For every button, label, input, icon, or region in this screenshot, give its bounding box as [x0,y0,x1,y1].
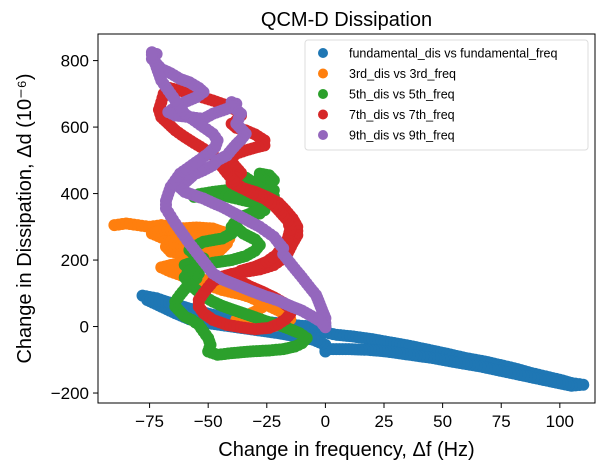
x-tick-label: 100 [546,412,574,431]
x-tick-label: 0 [321,412,330,431]
legend-item: 7th_dis vs 7th_freq [318,108,455,122]
legend-item: 5th_dis vs 5th_freq [318,88,455,102]
x-tick-label: 75 [492,412,511,431]
y-axis-label: Change in Dissipation, Δd (10⁻⁶) [14,73,36,363]
legend-box [304,39,589,151]
legend-label: 5th_dis vs 5th_freq [349,88,455,102]
legend-marker [318,48,328,58]
chart-title: QCM-D Dissipation [261,9,432,31]
legend: fundamental_dis vs fundamental_freq 3rd_d… [304,39,589,151]
x-tick-label: −25 [252,412,281,431]
x-tick-label: −50 [194,412,223,431]
legend-label: 9th_dis vs 9th_freq [349,129,455,143]
legend-item: 3rd_dis vs 3rd_freq [318,67,456,81]
x-axis: −75 −50 −25 0 25 50 75 100 [135,403,574,431]
x-axis-label: Change in frequency, Δf (Hz) [218,439,474,461]
legend-item: 9th_dis vs 9th_freq [318,129,455,143]
y-axis: −200 0 200 400 600 800 [51,52,98,403]
plot-area [108,46,590,392]
x-tick-label: 25 [375,412,394,431]
legend-marker [318,89,328,99]
series-5 [145,46,332,334]
legend-marker [318,109,328,120]
y-tick-label: 400 [61,185,89,204]
y-tick-label: 0 [80,318,89,337]
legend-marker [318,68,328,79]
legend-label: fundamental_dis vs fundamental_freq [349,47,558,61]
legend-label: 3rd_dis vs 3rd_freq [349,67,456,81]
data-point [145,48,158,61]
x-tick-label: −75 [135,412,164,431]
y-tick-label: −200 [51,384,89,403]
y-tick-label: 600 [61,118,89,137]
y-tick-label: 800 [61,52,89,71]
y-tick-label: 200 [61,251,89,270]
legend-marker [318,130,328,140]
legend-item: fundamental_dis vs fundamental_freq [318,47,558,61]
x-tick-label: 50 [433,412,452,431]
legend-label: 7th_dis vs 7th_freq [349,108,455,122]
plot-frame [97,33,596,404]
